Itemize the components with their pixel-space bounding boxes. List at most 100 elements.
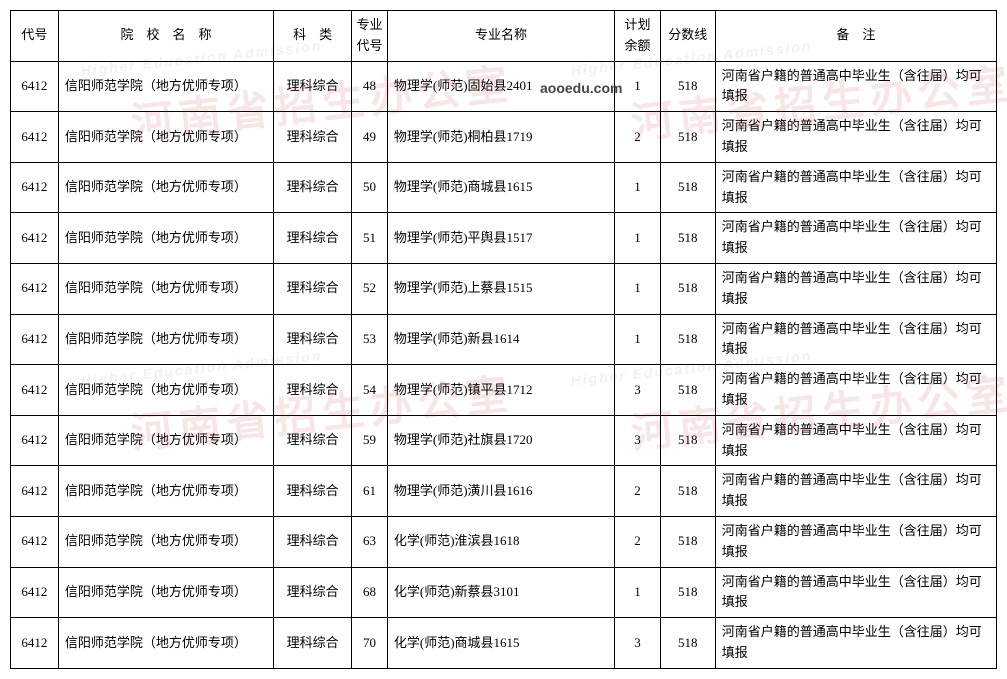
td-remark: 河南省户籍的普通高中毕业生（含往届）均可填报 [715,466,996,517]
td-remark: 河南省户籍的普通高中毕业生（含往届）均可填报 [715,263,996,314]
td-plan: 2 [615,466,660,517]
td-plan: 3 [615,415,660,466]
td-major-code: 63 [352,516,388,567]
td-score: 518 [660,567,715,618]
table-row: 6412信阳师范学院（地方优师专项）理科综合51物理学(师范)平舆县151715… [11,213,997,264]
td-category: 理科综合 [274,567,352,618]
th-code: 代号 [11,11,59,62]
table-row: 6412信阳师范学院（地方优师专项）理科综合61物理学(师范)潢川县161625… [11,466,997,517]
td-code: 6412 [11,618,59,669]
td-major-code: 52 [352,263,388,314]
td-school: 信阳师范学院（地方优师专项） [58,213,273,264]
td-code: 6412 [11,466,59,517]
table-row: 6412信阳师范学院（地方优师专项）理科综合50物理学(师范)商城县161515… [11,162,997,213]
td-major-code: 49 [352,112,388,163]
th-major-name: 专业名称 [387,11,614,62]
td-plan: 1 [615,213,660,264]
td-major-name: 化学(师范)淮滨县1618 [387,516,614,567]
td-school: 信阳师范学院（地方优师专项） [58,466,273,517]
td-score: 518 [660,516,715,567]
table-row: 6412信阳师范学院（地方优师专项）理科综合48物理学(师范)固始县240115… [11,61,997,112]
td-code: 6412 [11,263,59,314]
th-plan: 计划余额 [615,11,660,62]
th-category: 科 类 [274,11,352,62]
td-score: 518 [660,162,715,213]
td-score: 518 [660,61,715,112]
td-score: 518 [660,213,715,264]
td-school: 信阳师范学院（地方优师专项） [58,61,273,112]
td-remark: 河南省户籍的普通高中毕业生（含往届）均可填报 [715,112,996,163]
data-table: 代号 院 校 名 称 科 类 专业代号 专业名称 计划余额 分数线 备 注 64… [10,10,997,669]
td-school: 信阳师范学院（地方优师专项） [58,618,273,669]
td-school: 信阳师范学院（地方优师专项） [58,365,273,416]
td-major-code: 51 [352,213,388,264]
td-plan: 2 [615,516,660,567]
td-plan: 1 [615,162,660,213]
td-category: 理科综合 [274,213,352,264]
td-plan: 3 [615,618,660,669]
td-score: 518 [660,618,715,669]
table-row: 6412信阳师范学院（地方优师专项）理科综合52物理学(师范)上蔡县151515… [11,263,997,314]
td-code: 6412 [11,112,59,163]
td-major-code: 50 [352,162,388,213]
td-remark: 河南省户籍的普通高中毕业生（含往届）均可填报 [715,415,996,466]
td-category: 理科综合 [274,415,352,466]
td-major-name: 物理学(师范)社旗县1720 [387,415,614,466]
td-code: 6412 [11,314,59,365]
td-code: 6412 [11,61,59,112]
td-remark: 河南省户籍的普通高中毕业生（含往届）均可填报 [715,618,996,669]
td-remark: 河南省户籍的普通高中毕业生（含往届）均可填报 [715,61,996,112]
table-row: 6412信阳师范学院（地方优师专项）理科综合59物理学(师范)社旗县172035… [11,415,997,466]
td-category: 理科综合 [274,314,352,365]
table-row: 6412信阳师范学院（地方优师专项）理科综合53物理学(师范)新县1614151… [11,314,997,365]
th-major-code: 专业代号 [352,11,388,62]
td-major-name: 物理学(师范)平舆县1517 [387,213,614,264]
td-major-name: 物理学(师范)潢川县1616 [387,466,614,517]
td-score: 518 [660,263,715,314]
td-category: 理科综合 [274,61,352,112]
td-score: 518 [660,112,715,163]
table-row: 6412信阳师范学院（地方优师专项）理科综合63化学(师范)淮滨县1618251… [11,516,997,567]
td-major-name: 物理学(师范)镇平县1712 [387,365,614,416]
td-code: 6412 [11,516,59,567]
table-row: 6412信阳师范学院（地方优师专项）理科综合54物理学(师范)镇平县171235… [11,365,997,416]
td-remark: 河南省户籍的普通高中毕业生（含往届）均可填报 [715,162,996,213]
td-school: 信阳师范学院（地方优师专项） [58,112,273,163]
td-major-name: 物理学(师范)上蔡县1515 [387,263,614,314]
td-major-name: 物理学(师范)新县1614 [387,314,614,365]
td-remark: 河南省户籍的普通高中毕业生（含往届）均可填报 [715,567,996,618]
page-wrap: 河南省招生办公室 Higher Education Admission 河南省招… [10,10,997,669]
td-major-code: 70 [352,618,388,669]
td-plan: 3 [615,365,660,416]
table-row: 6412信阳师范学院（地方优师专项）理科综合68化学(师范)新蔡县3101151… [11,567,997,618]
td-remark: 河南省户籍的普通高中毕业生（含往届）均可填报 [715,516,996,567]
td-major-code: 48 [352,61,388,112]
td-major-name: 化学(师范)商城县1615 [387,618,614,669]
table-body: 6412信阳师范学院（地方优师专项）理科综合48物理学(师范)固始县240115… [11,61,997,668]
td-category: 理科综合 [274,162,352,213]
td-plan: 1 [615,567,660,618]
table-header-row: 代号 院 校 名 称 科 类 专业代号 专业名称 计划余额 分数线 备 注 [11,11,997,62]
td-school: 信阳师范学院（地方优师专项） [58,567,273,618]
td-score: 518 [660,415,715,466]
td-category: 理科综合 [274,466,352,517]
td-plan: 2 [615,112,660,163]
td-plan: 1 [615,314,660,365]
th-score: 分数线 [660,11,715,62]
td-category: 理科综合 [274,618,352,669]
td-school: 信阳师范学院（地方优师专项） [58,415,273,466]
td-category: 理科综合 [274,263,352,314]
td-major-name: 物理学(师范)桐柏县1719 [387,112,614,163]
td-major-code: 68 [352,567,388,618]
td-major-name: 化学(师范)新蔡县3101 [387,567,614,618]
td-remark: 河南省户籍的普通高中毕业生（含往届）均可填报 [715,213,996,264]
td-remark: 河南省户籍的普通高中毕业生（含往届）均可填报 [715,314,996,365]
td-major-code: 54 [352,365,388,416]
td-major-code: 53 [352,314,388,365]
td-code: 6412 [11,365,59,416]
td-school: 信阳师范学院（地方优师专项） [58,516,273,567]
th-school: 院 校 名 称 [58,11,273,62]
td-major-name: 物理学(师范)商城县1615 [387,162,614,213]
td-plan: 1 [615,263,660,314]
table-row: 6412信阳师范学院（地方优师专项）理科综合49物理学(师范)桐柏县171925… [11,112,997,163]
